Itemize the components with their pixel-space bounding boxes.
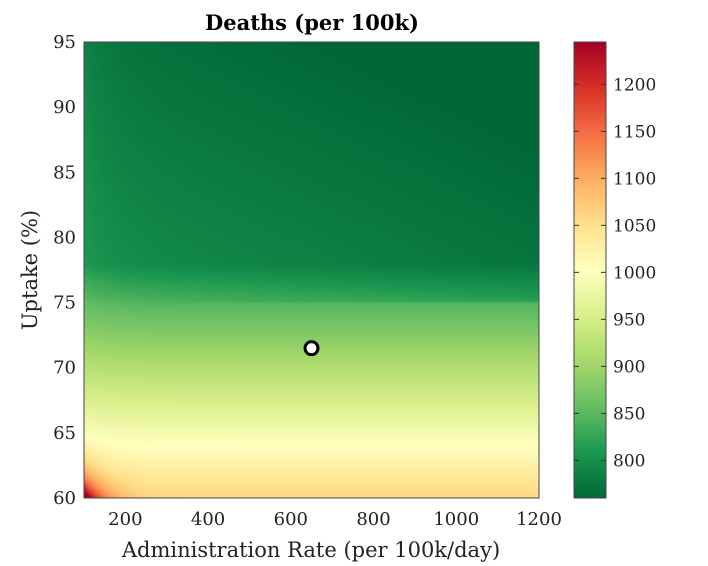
colorbar-ticks: 800 850 900 950 1000 1050 1100 1150 1200 [574, 75, 656, 471]
optimal-point-marker [303, 340, 320, 357]
colorbar-tick-label: 1000 [613, 263, 656, 283]
x-tick-label: 1200 [516, 509, 562, 530]
colorbar-tick-label: 1150 [613, 122, 656, 142]
y-tick-label: 95 [53, 32, 76, 53]
colorbar-tick-label: 1200 [613, 75, 656, 95]
x-tick-label: 400 [191, 509, 225, 530]
x-axis-ticks: 200 400 600 800 1000 1200 [108, 509, 562, 530]
colorbar-tick-label: 850 [613, 404, 645, 424]
y-tick-label: 80 [53, 227, 76, 248]
y-tick-label: 65 [53, 423, 76, 444]
colorbar-tick-label: 950 [613, 310, 645, 330]
x-tick-label: 200 [108, 509, 142, 530]
y-tick-label: 90 [53, 97, 76, 118]
colorbar-tick-label: 1100 [613, 169, 656, 189]
y-axis-label: Uptake (%) [18, 210, 42, 330]
colorbar [573, 41, 607, 499]
x-tick-label: 600 [274, 509, 308, 530]
colorbar-tick-label: 800 [613, 451, 645, 471]
heatmap-field [84, 42, 539, 498]
y-tick-label: 75 [53, 293, 76, 314]
y-tick-label: 60 [53, 488, 76, 509]
x-tick-label: 1000 [433, 509, 479, 530]
x-axis-label: Administration Rate (per 100k/day) [121, 538, 500, 562]
y-axis-ticks: 60 65 70 75 80 85 90 95 [53, 32, 76, 509]
x-tick-label: 800 [356, 509, 390, 530]
y-tick-label: 70 [53, 358, 76, 379]
y-tick-label: 85 [53, 162, 76, 183]
colorbar-tick-label: 900 [613, 357, 645, 377]
colorbar-tick-label: 1050 [613, 216, 656, 236]
chart-title: Deaths (per 100k) [205, 10, 419, 35]
plot-frame [83, 41, 540, 499]
